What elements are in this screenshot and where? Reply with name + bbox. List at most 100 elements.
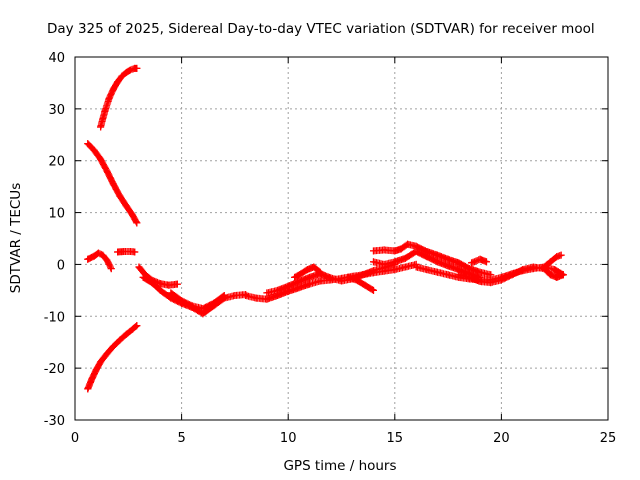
data-point [107,265,115,273]
series-bump-13 [344,273,377,294]
data-point [122,330,130,338]
data-point [114,78,122,86]
data-point [210,299,218,307]
data-point [316,277,324,285]
data-point [433,251,441,259]
data-point [242,292,250,300]
data-point [361,281,369,289]
data-point [352,276,360,284]
data-point [122,202,130,210]
tick-labels: 0 5 10 15 20 25 -30 -20 -10 0 10 20 30 40 [44,51,617,446]
data-point [295,284,303,292]
data-point [97,155,105,163]
data-point [401,254,409,262]
data-point [129,211,137,219]
plot-frame [74,56,609,421]
data-point [369,258,377,266]
data-point [327,274,335,282]
data-point [167,289,175,297]
data-point [310,263,318,271]
data-point [316,268,324,276]
data-point [263,295,271,303]
data-point [84,255,92,263]
series-bump-19 [468,255,490,267]
series-dip-lower [167,289,228,313]
data-point [165,281,173,289]
series-bump-early [291,263,324,281]
data-point [397,245,405,253]
data-point [412,247,420,255]
data-point [476,278,484,286]
series-arc-near-zero [84,249,115,273]
data-point [178,297,186,305]
data-point [188,302,196,310]
series-bump-22 [540,251,565,271]
data-point [133,322,141,330]
data-point [92,366,100,374]
data-point [306,280,314,288]
data-point [120,247,128,255]
series-arc-short [114,247,139,256]
y-tick-label: -20 [44,362,65,377]
data-point [433,268,441,276]
series-trend-peak [369,240,495,279]
data-point [423,266,431,274]
data-point [359,271,367,279]
data-point [391,247,399,255]
data-point [103,256,111,264]
series-points [84,140,141,227]
data-point [553,273,561,281]
data-point [380,246,388,254]
data-point [109,180,117,188]
data-point [404,240,412,248]
data-point [90,146,98,154]
data-point [133,64,141,72]
series-arc-high [97,64,141,131]
data-point [274,286,282,294]
data-point [482,258,490,266]
data-point [84,140,92,148]
data-point [88,375,96,383]
x-tick-label: 25 [600,431,617,446]
data-point [540,263,548,271]
data-point [220,292,228,300]
data-point [105,94,113,102]
x-tick-label: 0 [71,431,79,446]
y-tick-label: -30 [44,414,65,429]
data-point [139,273,147,281]
data-point [306,273,314,281]
data-point [118,72,126,80]
data-point [131,248,139,256]
data-point [508,271,516,279]
data-point [291,273,299,281]
data-point [297,270,305,278]
y-tick-label: 40 [48,51,65,66]
data-point [412,263,420,271]
x-axis-label: GPS time / hours [283,458,396,474]
data-point [380,260,388,268]
data-point [468,259,476,267]
data-point [401,263,409,271]
data-point [109,342,117,350]
data-point [114,248,122,256]
data-point [338,277,345,285]
x-tick-label: 10 [280,431,297,446]
data-point [476,255,484,263]
series-trend-mid [369,247,484,281]
data-point [156,286,164,294]
y-axis-label: SDTVAR / TECUs [8,183,24,293]
x-tick-label: 20 [493,431,510,446]
data-point [263,289,271,297]
data-point [455,271,463,279]
data-point [487,279,495,287]
data-points [84,64,567,393]
data-point [295,278,303,286]
data-point [444,255,452,263]
data-point [344,273,352,281]
data-point [369,267,377,275]
data-point [97,123,105,131]
data-point [423,253,431,261]
y-tick-label: 10 [48,207,65,222]
data-point [559,271,567,279]
